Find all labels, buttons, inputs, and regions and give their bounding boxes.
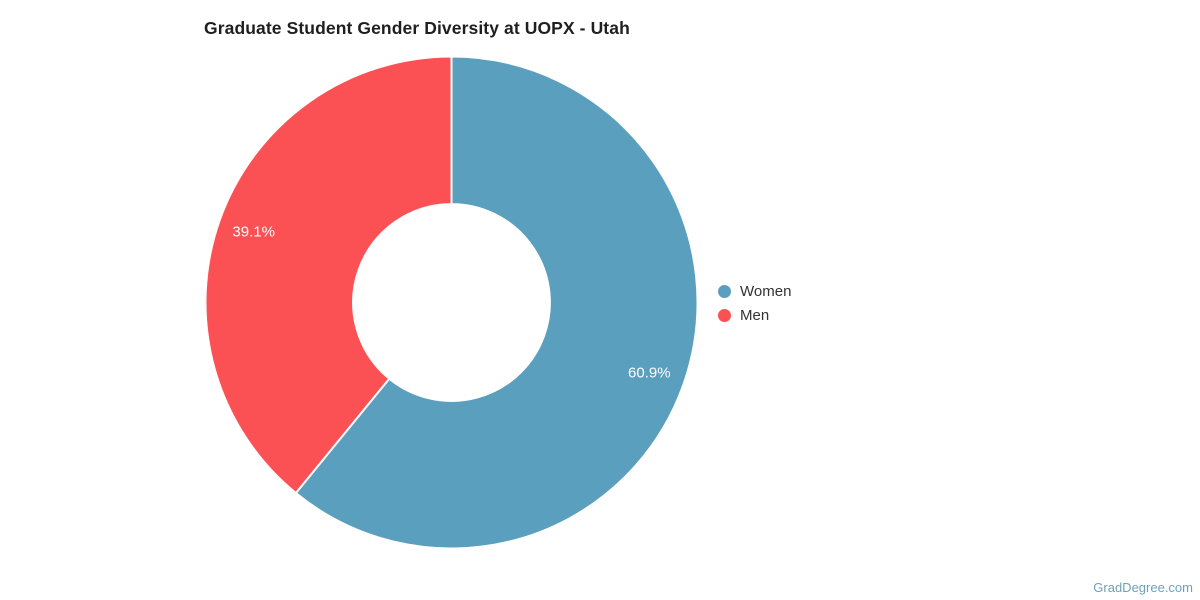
- legend-label-men: Men: [740, 306, 770, 324]
- chart-title: Graduate Student Gender Diversity at UOP…: [204, 18, 630, 38]
- legend-label-women: Women: [740, 282, 792, 300]
- legend-marker-men: [718, 308, 731, 322]
- watermark-link[interactable]: GradDegree.com: [1093, 580, 1193, 595]
- legend-marker-women: [718, 284, 731, 298]
- slice-label-women: 60.9%: [628, 365, 671, 382]
- pie-slice-women: [294, 55, 699, 550]
- pie-slice-men: [204, 55, 453, 495]
- slice-label-men: 39.1%: [232, 223, 275, 240]
- legend: Women Men: [718, 279, 791, 327]
- legend-item-women[interactable]: Women: [718, 279, 791, 303]
- legend-item-men[interactable]: Men: [718, 303, 791, 327]
